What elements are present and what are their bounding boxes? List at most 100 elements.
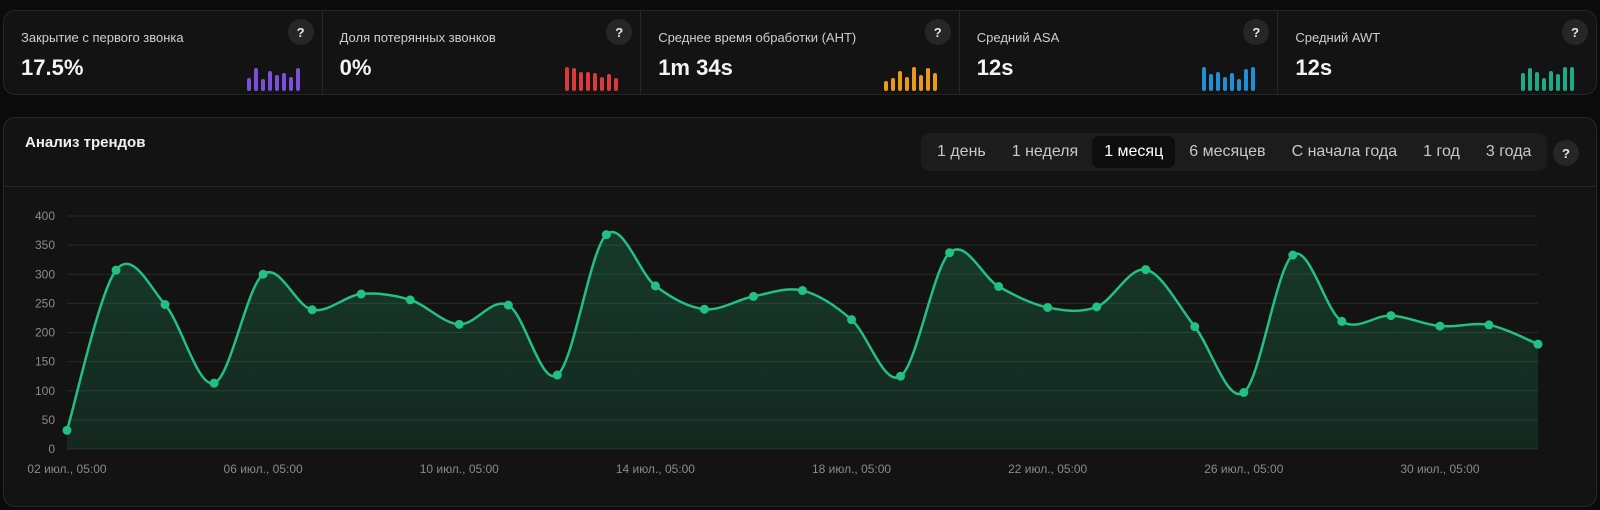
data-point[interactable] — [1484, 320, 1494, 330]
sparkline-bars — [246, 55, 307, 91]
spark-bar — [1541, 78, 1546, 91]
y-tick-label: 200 — [35, 326, 55, 340]
range-tab-1-day[interactable]: 1 день — [937, 143, 986, 160]
spark-bar — [267, 71, 272, 91]
range-tab-1-year[interactable]: 1 год — [1423, 143, 1460, 160]
kpi-label: Средний AWT — [1295, 30, 1381, 45]
data-point[interactable] — [1288, 250, 1298, 260]
data-point[interactable] — [454, 319, 464, 329]
y-tick-label: 150 — [35, 355, 55, 369]
help-icon[interactable]: ? — [1561, 19, 1588, 45]
data-point[interactable] — [650, 281, 660, 291]
x-tick-label: 14 июл., 05:00 — [616, 462, 695, 476]
data-point[interactable] — [1435, 321, 1445, 331]
data-point[interactable] — [62, 425, 72, 435]
spark-bar — [260, 79, 265, 91]
range-selector: 1 день 1 неделя 1 месяц 6 месяцев С нача… — [921, 133, 1548, 171]
data-point[interactable] — [258, 269, 268, 279]
kpi-label: Среднее время обработки (AHT) — [658, 30, 857, 45]
x-tick-label: 26 июл., 05:00 — [1204, 462, 1283, 476]
kpi-value: 0% — [339, 55, 372, 80]
data-point[interactable] — [111, 265, 121, 275]
data-point[interactable] — [209, 378, 219, 388]
x-tick-label: 18 июл., 05:00 — [812, 462, 891, 476]
x-tick-label: 06 июл., 05:00 — [224, 462, 303, 476]
kpi-value: 1m 34s — [658, 55, 733, 80]
trend-chart: 0 50 100 150 200 250 300 350 400 02 июл., 05:00 06… — [27, 209, 1543, 476]
sparkline-bars — [565, 55, 625, 91]
range-tab-1-month[interactable]: 1 месяц — [1092, 136, 1176, 168]
kpi-label: Доля потерянных звонков — [339, 30, 496, 45]
y-tick-label: 300 — [35, 267, 55, 281]
spark-bar — [904, 77, 909, 91]
kpi-strip: Закрытие с первого звонка 17.5% ? Доля п… — [3, 10, 1597, 95]
series-line — [65, 230, 1539, 431]
data-point[interactable] — [896, 371, 906, 381]
spark-bar — [918, 75, 923, 91]
spark-bar — [614, 78, 619, 91]
spark-bar — [253, 68, 258, 91]
trend-panel: Анализ трендов 1 день 1 неделя 1 месяц 6… — [3, 117, 1597, 507]
spark-bar — [1534, 72, 1539, 91]
kpi-card-aht: Среднее время обработки (AHT) 1m 34s ? — [641, 11, 960, 94]
help-icon[interactable]: ? — [924, 19, 951, 45]
data-point[interactable] — [1141, 265, 1151, 275]
spark-bar — [579, 72, 584, 91]
spark-bar — [593, 73, 598, 91]
data-point[interactable] — [160, 300, 170, 310]
data-point[interactable] — [1533, 339, 1543, 349]
series-area — [67, 232, 1538, 449]
spark-bar — [1555, 74, 1560, 91]
range-tab-3-years[interactable]: 3 года — [1485, 143, 1532, 160]
data-point[interactable] — [1386, 311, 1396, 321]
kpi-label: Закрытие с первого звонка — [21, 30, 184, 45]
data-point[interactable] — [307, 305, 317, 315]
spark-bar — [586, 72, 591, 91]
data-point[interactable] — [1092, 302, 1102, 312]
help-icon[interactable]: ? — [606, 19, 633, 45]
sparkline-bars — [1202, 55, 1262, 91]
help-icon[interactable]: ? — [287, 19, 314, 45]
data-point[interactable] — [847, 315, 857, 325]
data-point[interactable] — [994, 281, 1004, 291]
spark-bar — [1527, 68, 1532, 91]
data-point[interactable] — [405, 295, 415, 305]
spark-bar — [281, 73, 286, 91]
spark-bar — [1520, 73, 1525, 91]
range-tab-1-week[interactable]: 1 неделя — [1011, 143, 1079, 160]
spark-bar — [565, 67, 570, 91]
data-point[interactable] — [1337, 316, 1347, 326]
spark-bar — [288, 77, 293, 91]
spark-bar — [925, 68, 930, 91]
sparkline-bars — [1520, 55, 1581, 91]
spark-bar — [1223, 77, 1228, 91]
data-point[interactable] — [1190, 322, 1200, 332]
data-point[interactable] — [503, 300, 513, 310]
data-point[interactable] — [699, 304, 709, 314]
y-tick-label: 250 — [35, 296, 55, 310]
sparkline-bars — [883, 55, 944, 91]
help-icon[interactable]: ? — [1243, 19, 1270, 45]
spark-bar — [1548, 71, 1553, 91]
help-icon[interactable]: ? — [1553, 140, 1579, 166]
x-tick-label: 02 июл., 05:00 — [27, 462, 106, 476]
data-point[interactable] — [356, 289, 366, 299]
x-tick-label: 10 июл., 05:00 — [420, 462, 499, 476]
spark-bar — [600, 77, 605, 91]
range-tab-6-months[interactable]: 6 месяцев — [1189, 143, 1266, 160]
data-point[interactable] — [1239, 387, 1249, 397]
spark-bar — [295, 68, 300, 91]
data-point[interactable] — [945, 248, 955, 258]
data-point[interactable] — [552, 370, 562, 380]
spark-bar — [607, 74, 612, 91]
data-point[interactable] — [798, 286, 807, 296]
data-point[interactable] — [748, 291, 758, 301]
range-tab-ytd[interactable]: С начала года — [1291, 143, 1398, 160]
data-point[interactable] — [1043, 302, 1053, 312]
kpi-label: Средний ASA — [976, 30, 1060, 45]
spark-bar — [1562, 67, 1567, 91]
data-point[interactable] — [601, 230, 611, 240]
panel-title: Анализ трендов — [25, 134, 146, 151]
y-tick-label: 100 — [35, 384, 55, 398]
kpi-card-fcr: Закрытие с первого звонка 17.5% ? — [4, 11, 323, 94]
